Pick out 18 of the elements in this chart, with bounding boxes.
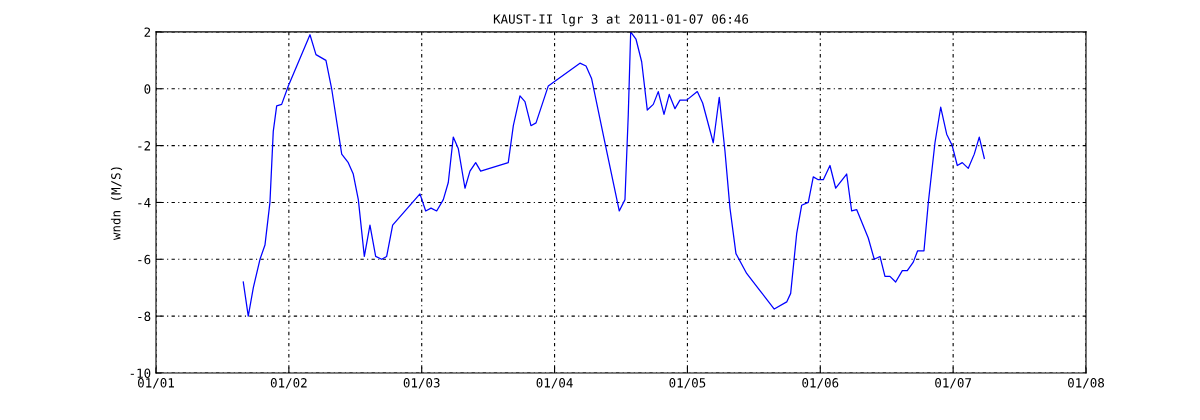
- chart-title: KAUST-II lgr 3 at 2011-01-07 06:46: [493, 14, 749, 27]
- y-tick-label: -10: [130, 368, 151, 378]
- y-tick-label: -4: [138, 198, 151, 208]
- x-tick-label: 01/06: [802, 378, 839, 389]
- line-series: [242, 31, 985, 317]
- y-tick-label: -2: [138, 141, 151, 151]
- y-tick-label: -8: [138, 311, 151, 322]
- x-tick-label: 01/04: [536, 378, 573, 389]
- x-tick-label: 01/08: [1068, 378, 1105, 389]
- x-tick-label: 01/02: [270, 378, 307, 389]
- x-tick-label: 01/01: [138, 378, 174, 389]
- y-tick-label: 0: [144, 84, 151, 94]
- x-tick-label: 01/03: [403, 378, 440, 389]
- y-tick-label: 2: [144, 27, 151, 37]
- x-tick-label: 01/05: [669, 378, 706, 389]
- y-tick-label: -6: [138, 254, 151, 265]
- y-axis-title: wndn (M/S): [110, 167, 123, 241]
- x-tick-label: 01/07: [935, 378, 972, 389]
